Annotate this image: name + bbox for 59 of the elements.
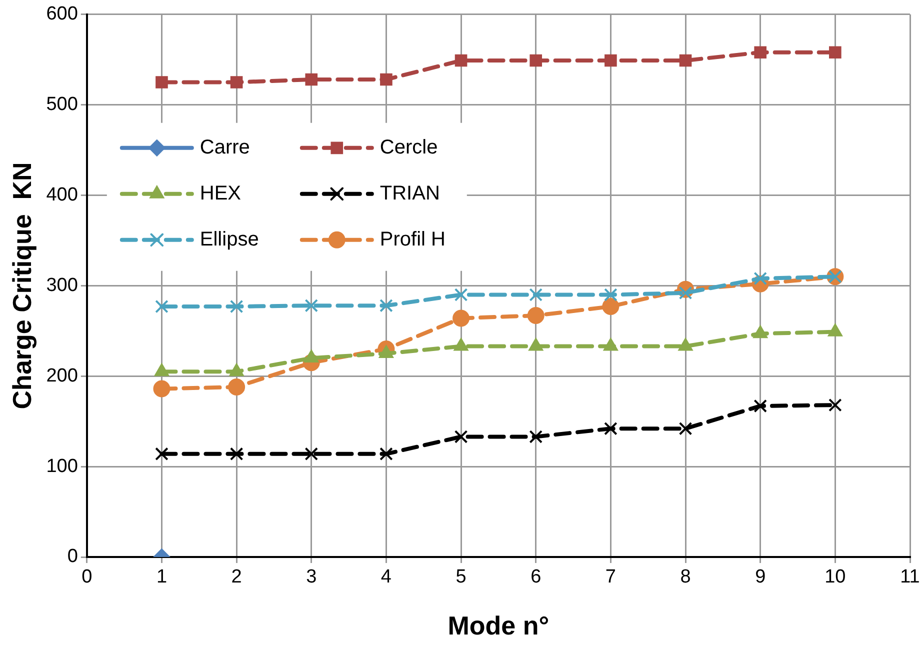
point: [754, 46, 767, 59]
point: [156, 76, 168, 88]
point: [153, 380, 170, 398]
y-tick-label: 300: [46, 274, 78, 296]
point: [454, 430, 468, 444]
y-tick-label: 100: [46, 456, 78, 477]
legend-label: TRIAN: [380, 182, 440, 204]
legend-label: Cercle: [380, 136, 438, 158]
point: [454, 54, 468, 67]
x-tick-label: 5: [456, 566, 466, 588]
point: [530, 54, 542, 67]
legend-label: Carre: [200, 136, 250, 158]
y-tick-label: 500: [46, 94, 78, 116]
point: [829, 46, 842, 59]
x-tick-label: 10: [824, 566, 846, 588]
x-tick-label: 11: [900, 566, 920, 588]
x-tick-label: 0: [82, 566, 92, 588]
point: [679, 54, 692, 67]
x-tick-label: 9: [755, 566, 766, 588]
point: [380, 73, 392, 86]
y-tick-label: 400: [46, 184, 78, 206]
x-axis-title: Mode n°: [448, 610, 550, 641]
x-tick-label: 4: [380, 566, 392, 588]
point: [155, 447, 168, 461]
point: [529, 288, 543, 302]
x-tick-label: 1: [156, 566, 168, 588]
point: [230, 76, 243, 88]
point: [305, 73, 318, 86]
point: [527, 307, 544, 324]
y-tick-label: 200: [46, 365, 78, 386]
point: [604, 288, 618, 302]
y-axis-title: Charge Critique KN: [6, 162, 37, 410]
x-tick-label: 2: [231, 566, 242, 588]
x-tick-label: 8: [680, 566, 691, 588]
point: [380, 447, 393, 461]
point: [304, 447, 318, 461]
point: [304, 298, 318, 312]
point: [155, 300, 168, 314]
point: [230, 300, 244, 314]
point: [529, 430, 543, 444]
point: [452, 310, 470, 327]
x-tick-label: 3: [306, 566, 317, 588]
point: [828, 398, 842, 412]
y-tick-label: 600: [46, 4, 78, 25]
point: [678, 422, 692, 436]
x-tick-label: 6: [530, 566, 542, 588]
point: [602, 298, 620, 315]
x-tick-label: 7: [605, 566, 616, 588]
legend-label: Ellipse: [200, 228, 259, 250]
point: [454, 288, 468, 302]
point: [380, 298, 393, 312]
y-tick-label: 0: [67, 546, 78, 568]
legend-label: HEX: [200, 182, 242, 204]
legend-label: Profil H: [380, 228, 446, 250]
point: [228, 378, 246, 396]
point: [754, 399, 768, 413]
point: [604, 54, 617, 67]
point: [230, 447, 244, 461]
point: [604, 422, 618, 436]
